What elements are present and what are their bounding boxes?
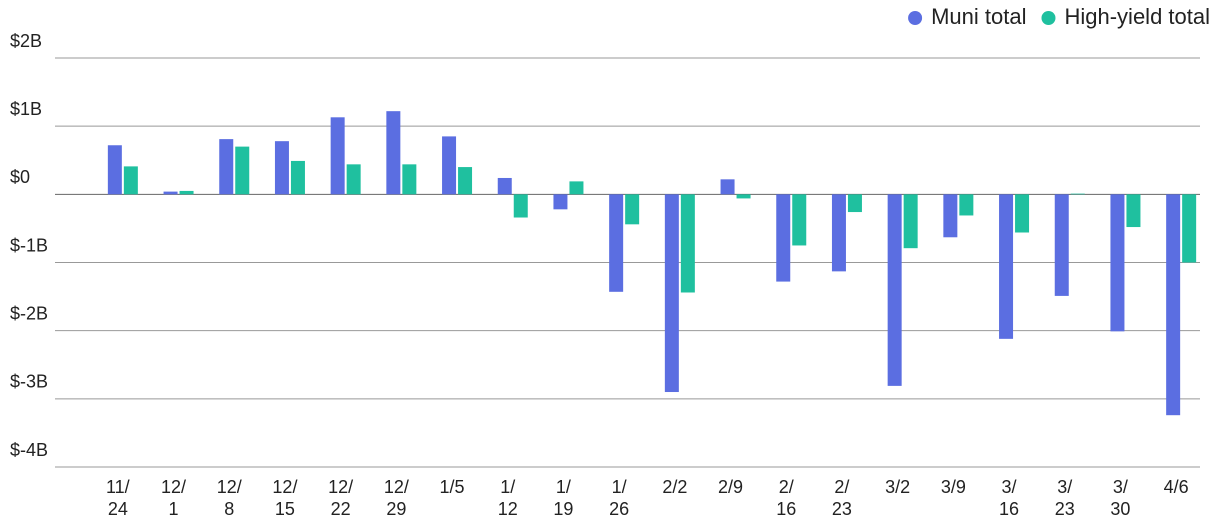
bar (458, 167, 473, 195)
y-tick-label: $-3B (10, 372, 48, 392)
bar (107, 145, 122, 195)
y-tick-label: $2B (10, 31, 42, 51)
bar (442, 136, 457, 195)
y-tick-label: $1B (10, 99, 42, 119)
bar (290, 160, 305, 195)
bar (625, 194, 640, 225)
bar (680, 194, 695, 293)
y-tick-label: $-2B (10, 303, 48, 323)
bar (1166, 194, 1181, 416)
bar (123, 166, 138, 195)
bar (959, 194, 974, 216)
bar (887, 194, 902, 386)
bar (497, 177, 512, 195)
x-tick-label: 3/ 16 (999, 477, 1020, 519)
bar (943, 194, 958, 238)
bar (903, 194, 918, 249)
x-tick-label: 3/ 23 (1054, 477, 1075, 519)
bar (274, 141, 289, 195)
bar (1070, 193, 1085, 195)
legend-marker (908, 11, 923, 25)
bar (163, 191, 178, 195)
x-tick-label: 12/ 15 (272, 477, 298, 519)
x-tick-label: 3/9 (940, 477, 966, 497)
bar (792, 194, 807, 246)
bar (1054, 194, 1069, 296)
y-tick-label: $-1B (10, 235, 48, 255)
x-tick-label: 2/2 (662, 477, 688, 497)
bar (1110, 194, 1125, 332)
bar (235, 146, 250, 195)
x-tick-label: 12/ 22 (328, 477, 354, 519)
bar (569, 181, 584, 195)
bar (346, 164, 361, 195)
x-tick-label: 1/ 19 (553, 477, 574, 519)
bar (847, 194, 862, 213)
x-tick-label: 1/5 (439, 477, 465, 497)
bar (1126, 194, 1141, 228)
x-tick-label: 1/ 12 (497, 477, 518, 519)
bar (776, 194, 791, 282)
x-tick-label: 12/ 1 (161, 477, 187, 519)
bar (664, 194, 679, 393)
bar (1015, 194, 1030, 233)
bar (720, 179, 735, 195)
x-tick-label: 12/ 29 (383, 477, 409, 519)
bar (553, 194, 568, 210)
bar (179, 190, 194, 195)
bar (330, 117, 345, 195)
y-tick-label: $-4B (10, 440, 48, 460)
x-tick-label: 2/ 16 (776, 477, 797, 519)
x-tick-label: 1/ 26 (609, 477, 630, 519)
x-tick-label: 2/ 23 (831, 477, 852, 519)
x-tick-label: 3/ 30 (1110, 477, 1131, 519)
x-tick-label: 4/6 (1163, 477, 1189, 497)
x-tick-label: 11/ 24 (106, 477, 130, 519)
x-tick-label: 2/9 (718, 477, 744, 497)
bar (831, 194, 846, 272)
bar (609, 194, 624, 292)
legend-marker (1041, 11, 1056, 25)
y-tick-label: $0 (10, 167, 30, 187)
x-tick-label: 12/ 8 (216, 477, 242, 519)
bar (513, 194, 528, 218)
x-tick-label: 3/2 (885, 477, 911, 497)
legend-label: High-yield total (1064, 4, 1210, 29)
bar (1182, 194, 1197, 263)
bar (402, 164, 417, 195)
legend-label: Muni total (931, 4, 1026, 29)
bar (736, 194, 751, 199)
bar (999, 194, 1014, 339)
bar (219, 139, 234, 195)
bar (386, 111, 401, 195)
